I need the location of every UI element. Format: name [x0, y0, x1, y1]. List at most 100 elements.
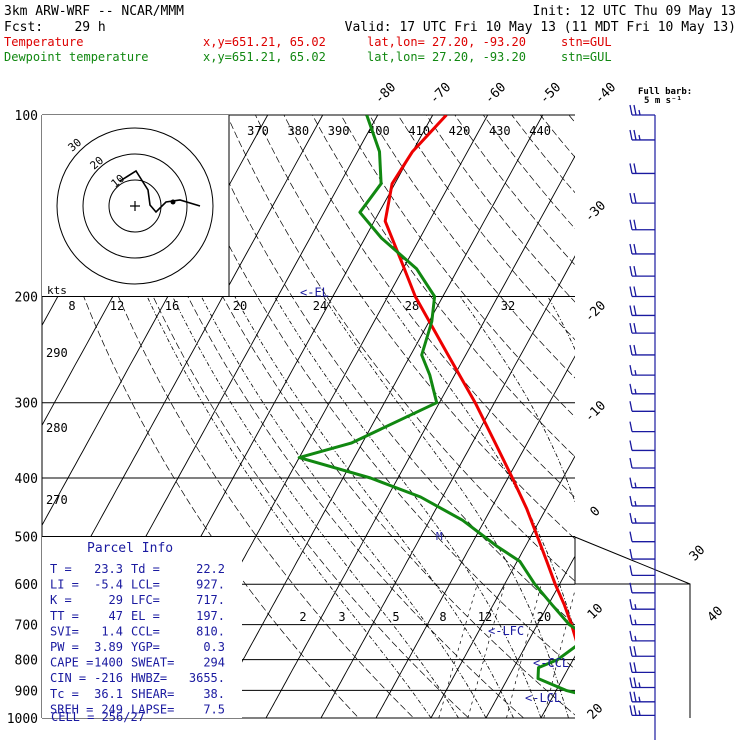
- theta-left-label: 280: [46, 421, 68, 435]
- dry-adiabat: [369, 115, 575, 379]
- parcel-info-cell: SWEAT=: [131, 656, 174, 670]
- dry-adiabat: [55, 115, 415, 718]
- wind-barb-flag: [629, 305, 633, 316]
- pressure-label-400: 400: [15, 472, 38, 487]
- wind-barb-flag: [629, 344, 633, 356]
- wind-barb: [629, 383, 655, 395]
- pressure-label-700: 700: [15, 619, 38, 634]
- pressure-label-600: 600: [15, 578, 38, 593]
- corner-outline: [574, 536, 691, 585]
- isotherm-label: 30: [687, 543, 709, 565]
- moist-adiabat: [234, 296, 514, 718]
- corner-outline-2: [575, 583, 691, 718]
- wind-barb: [629, 662, 655, 673]
- wind-barb-half: [634, 604, 637, 610]
- hodograph-trace: [119, 169, 201, 214]
- wind-barb-flag: [633, 243, 637, 255]
- wind-barb-half: [634, 517, 637, 524]
- dry-adiabat: [397, 115, 575, 341]
- isotherm-label: -80: [372, 80, 399, 107]
- dry-adiabat: [283, 115, 575, 498]
- dewpoint-profile: [297, 115, 575, 695]
- wind-barb-flag: [629, 512, 633, 524]
- level-markers: <-EL <-LFC <-CCL <-LCL M: [300, 286, 569, 706]
- dry-adiabat: [426, 115, 575, 303]
- wind-barb: [629, 614, 655, 626]
- isotherm-label: -30: [582, 198, 609, 225]
- wind-barb-half: [634, 635, 637, 642]
- wind-barb: [629, 129, 655, 141]
- legend-temperature-coords: x,y=651.21, 65.02: [203, 35, 326, 49]
- wind-barb-flag: [629, 421, 633, 432]
- wind-barb: [629, 104, 655, 116]
- theta-label: 420: [449, 124, 471, 138]
- wind-barb-flag: [629, 129, 633, 141]
- wind-barb: [629, 265, 655, 277]
- parcel-info-cell: 29: [109, 593, 123, 607]
- model-title: 3km ARW-WRF -- NCAR/MMM: [4, 4, 184, 19]
- wind-barb-flag: [629, 677, 633, 688]
- theta-label: 380: [287, 124, 309, 138]
- parcel-info-cell: PW =: [50, 640, 79, 654]
- isotherm-line: [320, 255, 575, 718]
- wind-barb-flag: [633, 691, 637, 702]
- parcel-info-cell: LFC=: [131, 593, 160, 607]
- mixing-ratio-label-top: 24: [313, 299, 327, 313]
- wind-barb: [629, 219, 655, 231]
- moist-adiabat: [694, 297, 706, 719]
- dry-adiabat: [340, 115, 575, 418]
- wind-barb: [629, 512, 655, 524]
- level-marker-lcl: <-LCL: [525, 691, 561, 705]
- wind-barb: [629, 192, 655, 204]
- wind-barb-flag: [629, 599, 633, 610]
- hodograph-ring: [82, 153, 188, 259]
- wind-barb: [629, 401, 655, 412]
- legend-temperature-latlon: lat,lon= 27.20, -93.20: [367, 35, 526, 49]
- wind-barb-half: [638, 109, 641, 116]
- parcel-info-cell: Td =: [131, 562, 160, 576]
- parcel-info-cell: 7.5: [203, 702, 225, 716]
- mixing-ratio-label-bottom: 8: [439, 610, 446, 624]
- wind-barb: [629, 364, 655, 376]
- legend-dewpoint-stn: stn=GUL: [561, 50, 612, 64]
- hodograph-ring: [56, 127, 214, 285]
- wind-barb-half: [634, 482, 637, 488]
- mixing-ratio-line: [622, 584, 650, 718]
- isotherm-line: [42, 115, 214, 427]
- level-marker-el: <-EL: [300, 286, 329, 300]
- theta-left-label: 270: [46, 493, 68, 507]
- wind-barb-flag: [629, 646, 633, 657]
- wind-barb-half: [638, 134, 641, 141]
- wind-barb-flag: [629, 322, 633, 334]
- wind-barb-flag: [629, 163, 633, 174]
- isotherm-line: [651, 115, 740, 718]
- wind-barb: [629, 646, 655, 657]
- wind-barb-flag: [629, 582, 633, 593]
- parcel-info-cell: 47: [109, 609, 123, 623]
- parcel-info-cell: EL =: [131, 609, 160, 623]
- wind-barb-flag: [629, 219, 633, 230]
- wind-barb-flag: [629, 705, 633, 716]
- wind-barb-flag: [633, 129, 637, 141]
- parcel-info-cell: 249: [101, 702, 123, 716]
- parcel-info-cell: HWBZ=: [131, 671, 167, 685]
- wind-barb-flag: [629, 691, 633, 702]
- isotherm-label: 0: [587, 504, 603, 520]
- pressure-label-1000: 1000: [7, 712, 38, 727]
- moist-adiabat: [323, 296, 569, 718]
- isotherm-line: [596, 115, 740, 718]
- parcel-cell: CELL = 256/27: [51, 710, 145, 724]
- dry-adiabat: [597, 115, 740, 731]
- wind-barb: [629, 565, 655, 576]
- parcel-info-cell: 294: [203, 656, 225, 670]
- isotherm-label: -50: [537, 80, 564, 107]
- dry-adiabat: [511, 115, 575, 194]
- mixing-ratio-label-bottom: 2: [299, 610, 306, 624]
- wind-barb-half: [638, 710, 641, 716]
- parcel-info-cell: CCL=: [131, 624, 160, 638]
- parcel-info-cell: 23.3: [94, 562, 123, 576]
- dry-adiabat: [540, 115, 575, 158]
- pressure-label-800: 800: [15, 654, 38, 669]
- mixing-ratio-label-bottom: 5: [392, 610, 399, 624]
- wind-barb-flag: [633, 662, 637, 673]
